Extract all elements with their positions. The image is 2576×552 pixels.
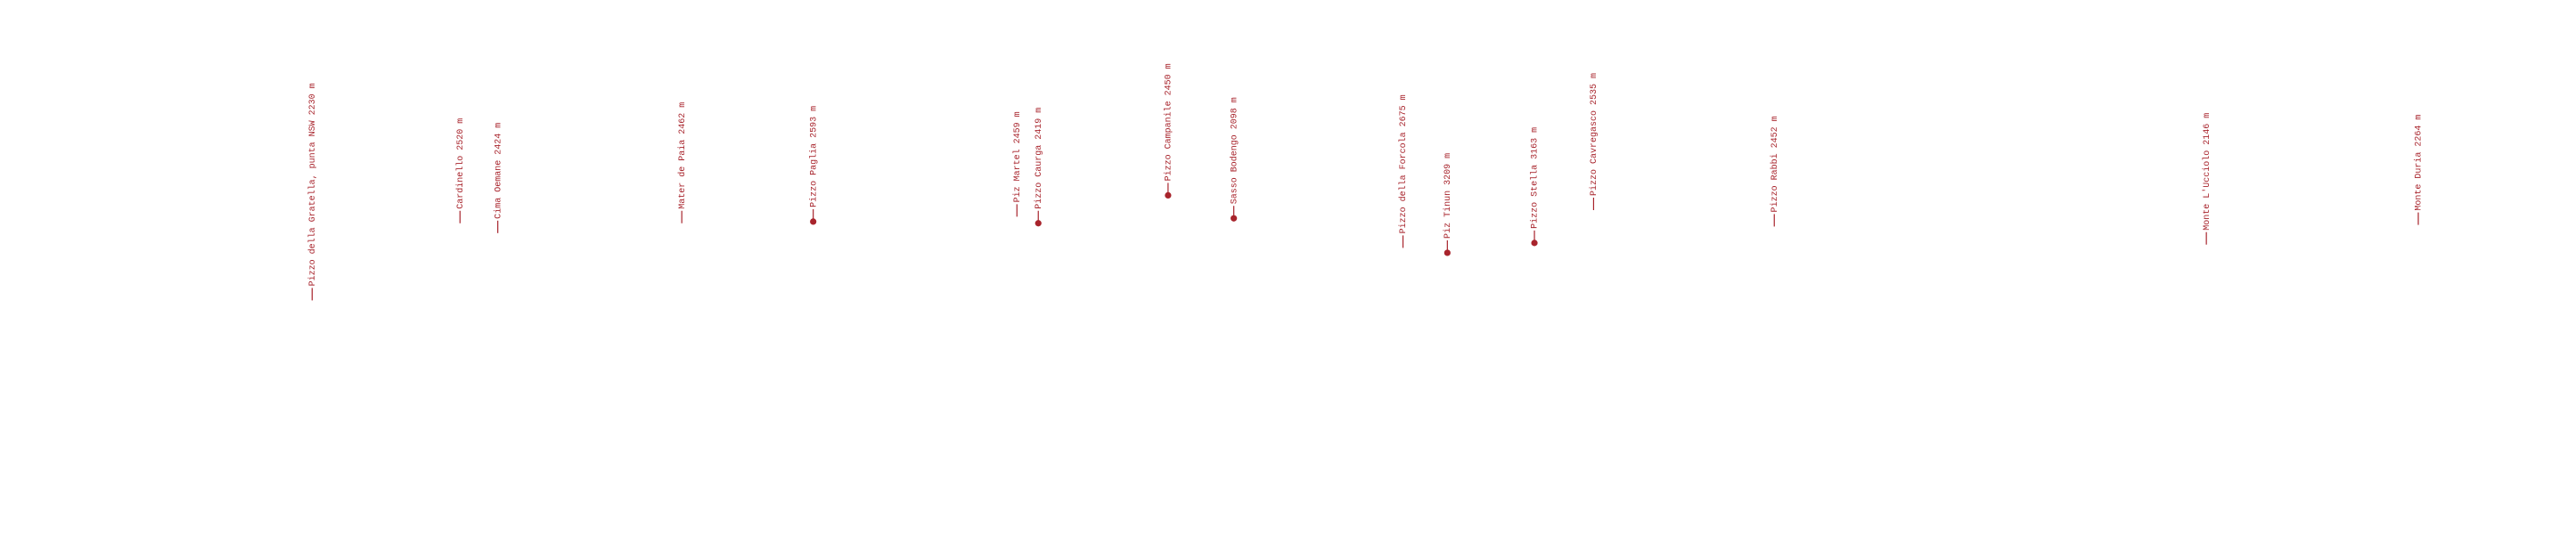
peak-label: Cima Oemane 2424 m bbox=[493, 123, 503, 219]
peak-label: Monte Duria 2264 m bbox=[2414, 115, 2425, 211]
peak-label: Pizzo Campanile 2450 m bbox=[1164, 63, 1174, 181]
peak-marker bbox=[1531, 239, 1538, 247]
peak-marker bbox=[810, 218, 817, 225]
peak-label: Pizzo della Gratella, punta NSW 2230 m bbox=[307, 83, 318, 286]
peak-marker bbox=[1231, 215, 1238, 222]
peak-label: Piz Martel 2459 m bbox=[1012, 111, 1023, 202]
peak-label: Pizzo della Forcola 2675 m bbox=[1398, 94, 1409, 233]
peak-label: Piz Tinun 3209 m bbox=[1443, 153, 1453, 239]
peak-label: Pizzo Caurga 2419 m bbox=[1034, 108, 1044, 209]
peak-label: Monte L'Ucciolo 2146 m bbox=[2202, 113, 2212, 231]
peak-marker bbox=[1034, 220, 1042, 227]
peak-label: Pizzo Stella 3163 m bbox=[1530, 127, 1541, 229]
peak-label: Cardinello 2520 m bbox=[455, 118, 466, 209]
peak-label: Sasso Bodengo 2098 m bbox=[1229, 97, 1239, 204]
peak-marker bbox=[1165, 191, 1172, 199]
peak-label: Pizzo Paglia 2593 m bbox=[808, 106, 819, 207]
peak-label: Pizzo Cavregasco 2535 m bbox=[1589, 73, 1599, 196]
peak-label: Mater de Paia 2462 m bbox=[677, 102, 688, 209]
peak-marker bbox=[1443, 249, 1451, 256]
peak-label: Pizzo Rabbi 2452 m bbox=[1770, 116, 1780, 212]
